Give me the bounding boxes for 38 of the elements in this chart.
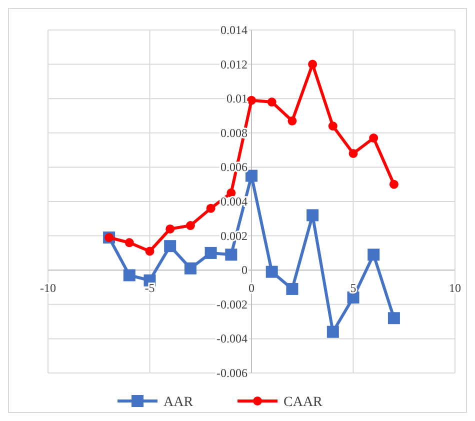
- point: [266, 266, 278, 278]
- point: [267, 98, 276, 107]
- legend-label: CAAR: [284, 395, 324, 410]
- point: [368, 248, 380, 261]
- point: [204, 246, 217, 259]
- point: [347, 292, 360, 304]
- point: [389, 180, 398, 189]
- point: [184, 262, 196, 274]
- y-tick-label: -0.006: [216, 366, 248, 380]
- point: [286, 282, 298, 295]
- point: [145, 246, 154, 256]
- y-tick-label: -0.004: [216, 332, 248, 346]
- point: [123, 269, 136, 282]
- y-tick-label: -0.002: [216, 297, 248, 312]
- y-tick-label: 0: [242, 263, 248, 278]
- point: [246, 170, 258, 182]
- point: [124, 238, 134, 248]
- point: [164, 240, 176, 252]
- point: [288, 116, 297, 126]
- point: [166, 224, 175, 234]
- legend-label: AAR: [164, 395, 194, 410]
- point: [306, 209, 319, 222]
- point: [326, 326, 339, 338]
- point: [328, 122, 338, 131]
- y-tick-label: 0.01: [226, 92, 248, 106]
- point: [348, 148, 358, 158]
- point: [186, 221, 195, 230]
- point: [369, 134, 378, 143]
- y-tick-label: 0.014: [220, 23, 248, 37]
- point: [388, 312, 400, 324]
- point: [308, 60, 318, 69]
- y-tick-label: 0.012: [220, 57, 248, 72]
- x-tick-label: -10: [40, 281, 56, 296]
- point: [247, 96, 256, 105]
- point: [225, 248, 238, 261]
- point: [206, 204, 216, 213]
- x-tick-label: 10: [449, 281, 461, 296]
- x-tick-label: 5: [350, 281, 356, 296]
